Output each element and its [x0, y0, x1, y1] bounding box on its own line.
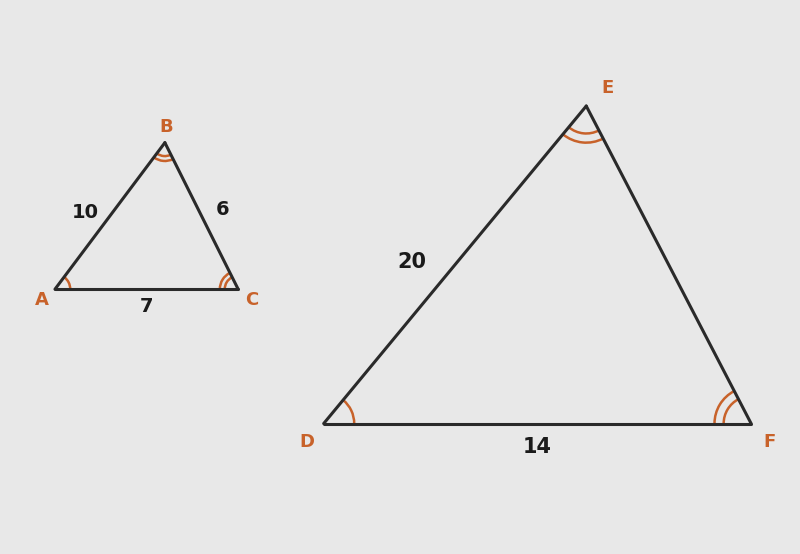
Text: 20: 20 — [398, 252, 426, 271]
Text: D: D — [299, 433, 314, 451]
Text: 10: 10 — [72, 203, 99, 222]
Text: E: E — [602, 79, 614, 97]
Text: 6: 6 — [216, 201, 230, 219]
Text: B: B — [159, 119, 173, 136]
Text: C: C — [245, 291, 258, 309]
Text: 14: 14 — [523, 437, 552, 456]
Text: A: A — [34, 291, 49, 309]
Text: 7: 7 — [140, 297, 154, 316]
Text: F: F — [763, 433, 775, 451]
